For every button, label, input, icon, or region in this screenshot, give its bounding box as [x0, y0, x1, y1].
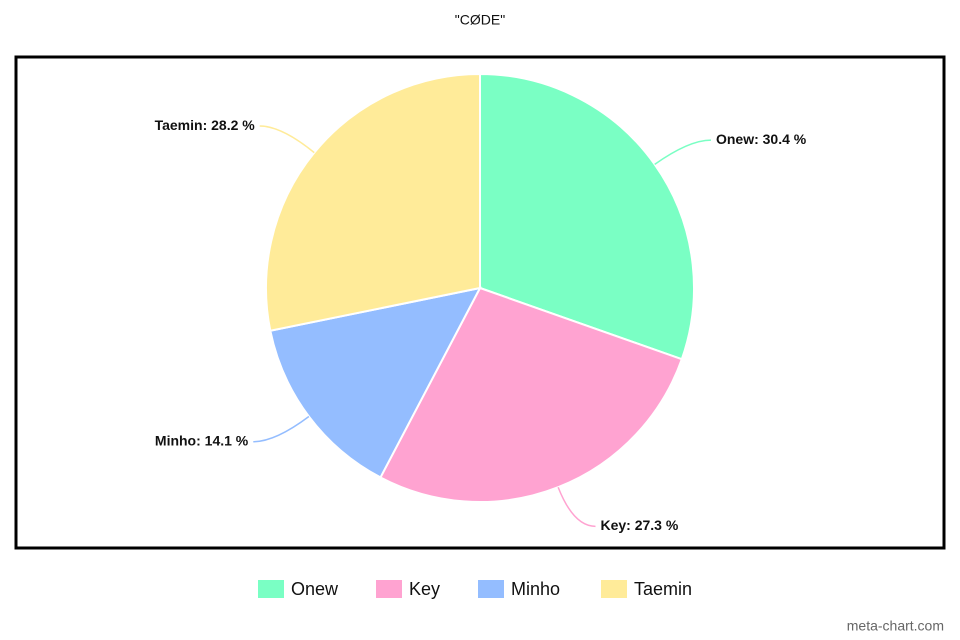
- leader-line: [253, 415, 310, 443]
- legend-label: Taemin: [634, 579, 692, 599]
- legend-swatch: [258, 580, 284, 598]
- legend-swatch: [601, 580, 627, 598]
- data-label: Key: 27.3 %: [600, 517, 678, 533]
- legend-label: Onew: [291, 579, 339, 599]
- data-label: Taemin: 28.2 %: [155, 117, 256, 133]
- leader-line: [259, 125, 315, 154]
- leader-line: [557, 486, 596, 528]
- legend-swatch: [376, 580, 402, 598]
- legend-label: Minho: [511, 579, 560, 599]
- data-label: Minho: 14.1 %: [155, 432, 249, 448]
- legend-swatch: [478, 580, 504, 598]
- leader-line: [654, 139, 711, 166]
- legend-label: Key: [409, 579, 440, 599]
- pie-slice: [479, 72, 695, 361]
- data-label: Onew: 30.4 %: [716, 131, 807, 147]
- pie-slice: [379, 286, 684, 503]
- chart-title: "CØDE": [455, 12, 505, 28]
- watermark: meta-chart.com: [847, 618, 944, 634]
